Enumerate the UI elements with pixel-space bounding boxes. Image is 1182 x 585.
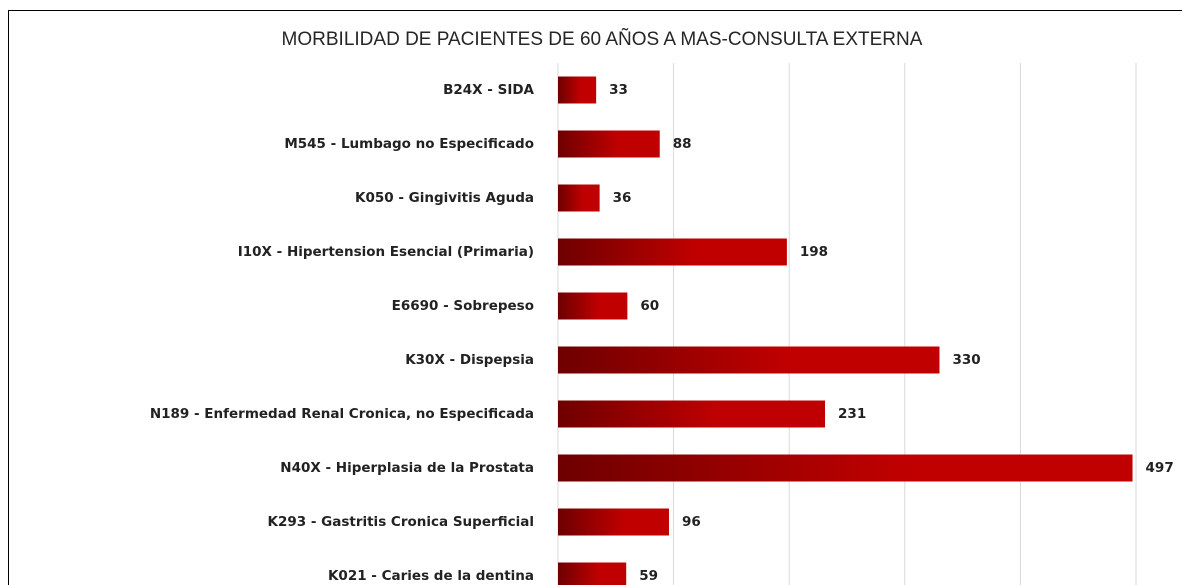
y-tick-label: K021 - Caries de la dentina: [328, 568, 534, 584]
data-label: 59: [639, 568, 658, 584]
data-label: 60: [640, 298, 659, 314]
bar: [558, 130, 660, 158]
data-label: 33: [609, 82, 628, 98]
data-label: 231: [838, 406, 866, 422]
bar: [558, 346, 940, 374]
y-tick-label: B24X - SIDA: [443, 82, 534, 98]
data-label: 198: [800, 244, 828, 260]
bar: [558, 562, 627, 585]
bar: [558, 76, 597, 104]
y-tick-label: K050 - Gingivitis Aguda: [355, 190, 534, 206]
data-label: 88: [673, 136, 692, 152]
y-tick-label: N40X - Hiperplasia de la Prostata: [280, 460, 534, 476]
bar: [558, 184, 600, 212]
y-tick-label: K293 - Gastritis Cronica Superficial: [268, 514, 535, 530]
chart-frame: [8, 10, 1182, 585]
chart-title: MORBILIDAD DE PACIENTES DE 60 AÑOS A MAS…: [282, 28, 923, 50]
y-tick-label: I10X - Hipertension Esencial (Primaria): [238, 244, 534, 260]
data-label: 96: [682, 514, 701, 530]
bar: [558, 238, 787, 266]
y-tick-label: K30X - Dispepsia: [405, 352, 534, 368]
bar: [558, 292, 628, 320]
bar: [558, 400, 826, 428]
data-label: 497: [1146, 460, 1174, 476]
y-tick-label: E6690 - Sobrepeso: [392, 298, 534, 314]
y-tick-label: N189 - Enfermedad Renal Cronica, no Espe…: [150, 406, 534, 422]
bar: [558, 508, 669, 536]
data-label: 36: [613, 190, 632, 206]
bar: [558, 454, 1133, 482]
data-label: 330: [952, 352, 980, 368]
y-tick-label: M545 - Lumbago no Especificado: [284, 136, 534, 152]
